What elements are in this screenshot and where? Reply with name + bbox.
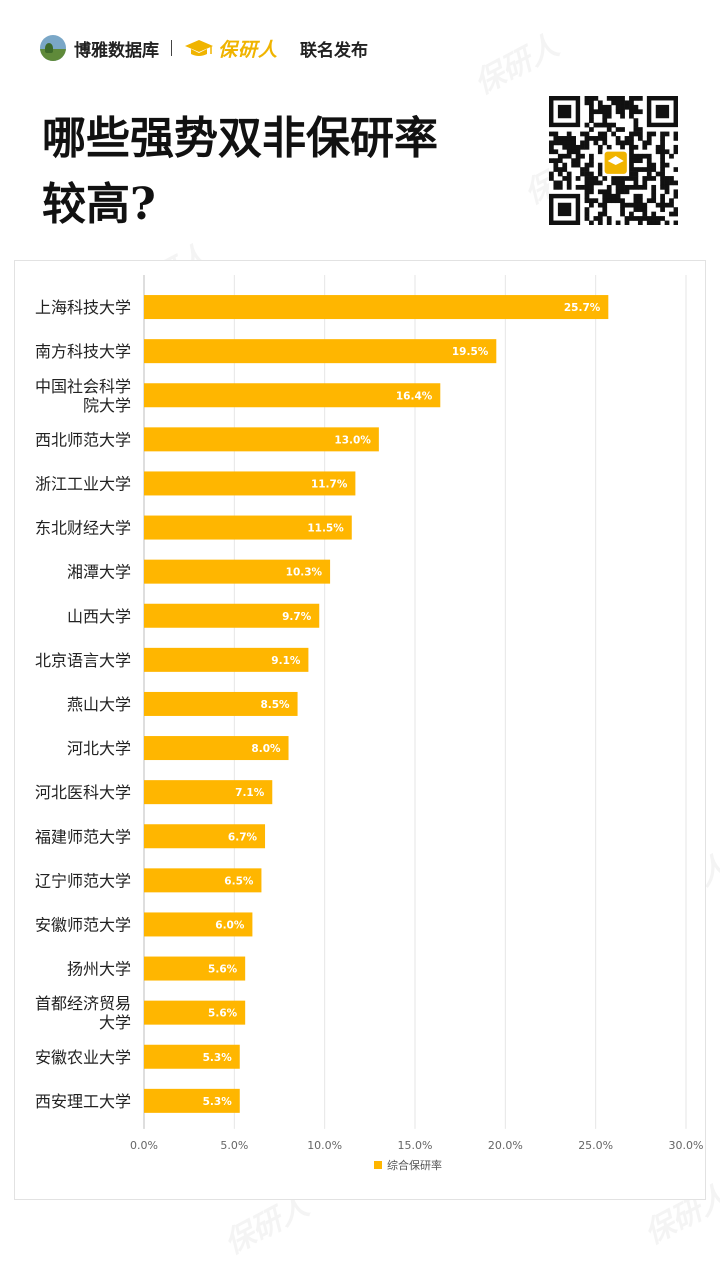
category-label: 中国社会科学 (35, 377, 131, 396)
header-bar: 博雅数据库 保研人 联名发布 (40, 34, 368, 62)
legend-label: 综合保研率 (387, 1159, 442, 1172)
category-label: 大学 (99, 1013, 131, 1032)
data-label: 11.5% (307, 523, 344, 535)
bar (144, 603, 320, 628)
bar (144, 691, 298, 716)
page-title: 哪些强势双非保研率 较高? (42, 106, 512, 238)
category-label: 院大学 (83, 396, 131, 415)
watermark-text: 保研人 (465, 21, 565, 102)
category-label: 西安理工大学 (35, 1092, 131, 1111)
data-label: 6.5% (224, 875, 254, 887)
baoyanren-logo-text: 保研人 (218, 38, 279, 61)
graduation-cap-icon (185, 40, 213, 56)
bar-chart: 0.0% 5.0% 10.0% 15.0% 20.0% 25.0% 30.0% 25.7% 上海… (35, 275, 704, 1152)
category-label: 河北医科大学 (35, 783, 131, 802)
category-label: 北京语言大学 (35, 651, 131, 670)
data-label: 19.5% (452, 346, 489, 358)
data-label: 10.3% (286, 567, 323, 579)
x-tick-label: 25.0% (578, 1139, 613, 1152)
data-label: 8.0% (251, 743, 281, 755)
bar (144, 427, 379, 452)
category-label: 山西大学 (67, 607, 131, 626)
x-tick-label: 0.0% (130, 1139, 158, 1152)
category-label: 首都经济贸易 (35, 994, 131, 1013)
bar (144, 780, 273, 805)
data-label: 5.6% (208, 964, 238, 976)
category-label: 安徽师范大学 (35, 915, 131, 934)
data-label: 5.3% (203, 1096, 233, 1108)
x-tick-label: 5.0% (220, 1139, 248, 1152)
category-label: 东北财经大学 (35, 519, 131, 538)
bar (144, 1044, 240, 1069)
title-line-1: 哪些强势双非保研率 (42, 113, 438, 164)
x-tick-label: 10.0% (307, 1139, 342, 1152)
x-tick-label: 15.0% (398, 1139, 433, 1152)
data-label: 6.7% (228, 831, 258, 843)
category-label: 福建师范大学 (35, 827, 131, 846)
bar (144, 339, 497, 364)
bar (144, 868, 262, 893)
category-label: 扬州大学 (67, 960, 131, 979)
category-label: 燕山大学 (67, 695, 131, 714)
bar (144, 515, 352, 540)
qr-code-icon (549, 96, 678, 225)
category-label: 南方科技大学 (35, 342, 131, 361)
bar (144, 559, 331, 584)
bar (144, 736, 289, 761)
legend-swatch (374, 1161, 382, 1169)
title-line-2: 较高? (42, 179, 156, 230)
data-label: 16.4% (396, 390, 433, 402)
bar (144, 647, 309, 672)
boya-logo-icon (40, 35, 66, 61)
brand-name: 博雅数据库 (74, 40, 159, 61)
x-tick-label: 20.0% (488, 1139, 523, 1152)
data-label: 7.1% (235, 787, 265, 799)
release-label: 联名发布 (300, 40, 369, 61)
bar (144, 824, 266, 849)
bar (144, 295, 609, 320)
category-label: 辽宁师范大学 (35, 871, 131, 890)
category-label: 河北大学 (67, 739, 131, 758)
bar (144, 912, 253, 937)
bar (144, 956, 246, 981)
category-label: 浙江工业大学 (35, 474, 131, 493)
bar (144, 1000, 246, 1025)
bar (144, 471, 356, 496)
data-label: 5.3% (203, 1052, 233, 1064)
bar (144, 383, 441, 408)
data-label: 8.5% (260, 699, 290, 711)
data-label: 25.7% (564, 302, 601, 314)
category-label: 湘潭大学 (67, 563, 131, 582)
bar (144, 1088, 240, 1113)
category-label: 西北师范大学 (35, 430, 131, 449)
data-label: 9.1% (271, 655, 301, 667)
data-label: 9.7% (282, 611, 312, 623)
chart-legend: 综合保研率 (374, 1157, 442, 1173)
chart-container: 0.0% 5.0% 10.0% 15.0% 20.0% 25.0% 30.0% 25.7% 上海… (14, 260, 706, 1200)
category-label: 安徽农业大学 (35, 1048, 131, 1067)
data-label: 13.0% (334, 434, 371, 446)
divider (171, 40, 172, 56)
x-tick-label: 30.0% (669, 1139, 704, 1152)
category-label: 上海科技大学 (35, 298, 131, 317)
data-label: 6.0% (215, 919, 245, 931)
data-label: 5.6% (208, 1008, 238, 1020)
data-label: 11.7% (311, 478, 348, 490)
